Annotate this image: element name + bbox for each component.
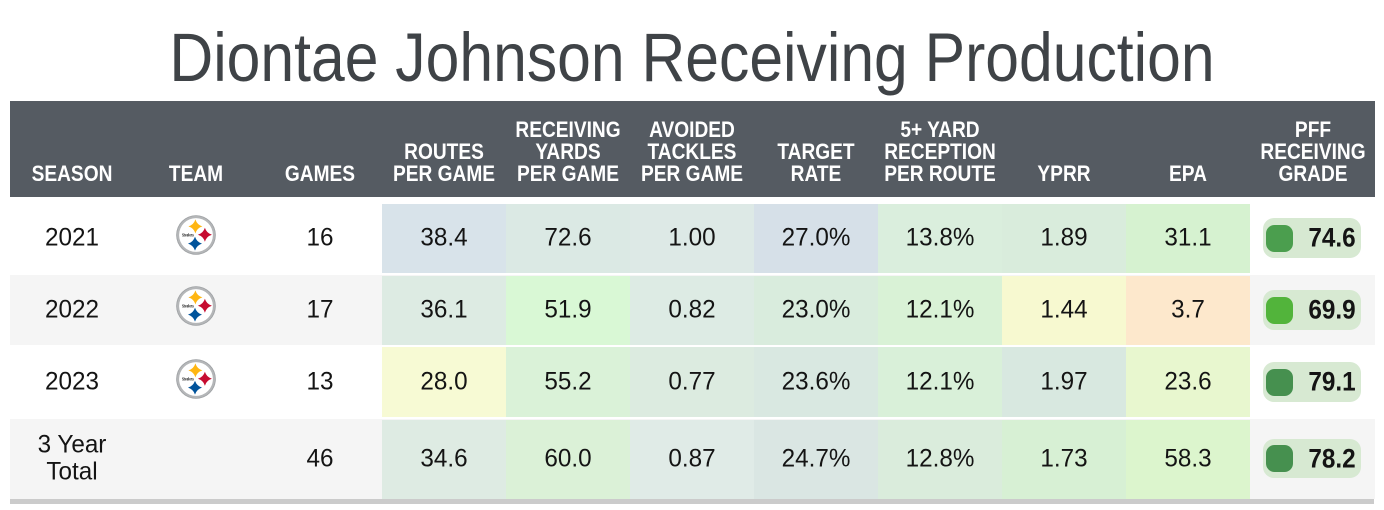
svg-text:Steelers: Steelers (182, 304, 194, 309)
svg-text:Steelers: Steelers (182, 233, 194, 238)
svg-text:Steelers: Steelers (182, 376, 194, 381)
